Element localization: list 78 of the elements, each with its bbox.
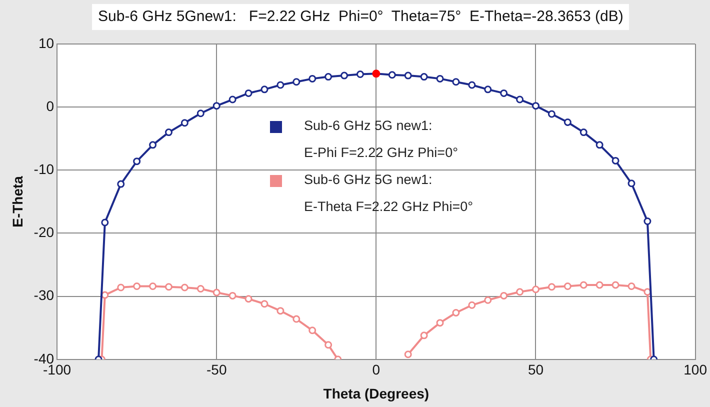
point: [452, 308, 460, 316]
point: [388, 71, 396, 79]
point: [260, 300, 268, 308]
y-tick-label: -20: [34, 224, 54, 240]
point: [324, 73, 332, 81]
point: [516, 96, 524, 104]
point: [516, 288, 524, 296]
y-tick-label: -40: [34, 350, 54, 366]
chart-title: Sub-6 GHz 5Gnew1: F=2.22 GHz Phi=0° Theta=75° E-Theta=-28.3653 (dB): [92, 4, 630, 30]
point: [196, 110, 204, 118]
point: [468, 81, 476, 89]
point: [292, 78, 300, 86]
point: [532, 286, 540, 294]
x-tick-label: -50: [206, 362, 227, 378]
point: [500, 292, 508, 300]
point: [228, 292, 236, 300]
point: [484, 86, 492, 94]
point: [212, 102, 220, 110]
point: [500, 89, 508, 97]
point: [356, 70, 364, 78]
point: [548, 110, 556, 118]
point: [340, 72, 348, 80]
x-tick-label: 100: [684, 362, 708, 378]
point: [276, 81, 284, 89]
point: [164, 128, 172, 136]
point: [101, 218, 109, 226]
point: [436, 319, 444, 327]
point: [149, 141, 157, 149]
point: [117, 180, 125, 188]
point: [612, 156, 620, 164]
point: [532, 102, 540, 110]
point: [596, 281, 604, 289]
point: [420, 332, 428, 340]
point: [436, 74, 444, 82]
point: [308, 74, 316, 82]
y-tick-label: 10: [38, 34, 54, 51]
x-tick-label: 0: [372, 362, 380, 378]
y-axis-title: E-Theta: [9, 176, 26, 228]
point: [644, 218, 652, 226]
point: [180, 119, 188, 127]
point: [564, 118, 572, 126]
point: [196, 285, 204, 292]
point: [548, 283, 556, 291]
point: [580, 128, 588, 136]
point: [228, 96, 236, 104]
point: [276, 307, 284, 315]
point: [244, 295, 252, 303]
point: [420, 73, 428, 81]
point: [212, 288, 220, 296]
point: [149, 282, 157, 290]
point: [452, 78, 460, 86]
point: [133, 282, 141, 290]
point: [628, 282, 636, 290]
legend-label: Sub-6 GHz 5G new1: E-Theta F=2.22 GHz Phi=0°: [304, 171, 473, 216]
point: [596, 141, 604, 149]
point: [628, 180, 636, 188]
point: [180, 284, 188, 292]
point: [484, 296, 492, 304]
point: [164, 283, 172, 291]
point: [324, 341, 332, 349]
y-tick-label: -30: [34, 287, 54, 304]
point: [133, 158, 141, 166]
x-tick-label: 50: [528, 362, 544, 378]
point: [404, 350, 412, 358]
point: [612, 281, 620, 289]
point: [404, 72, 412, 80]
point: [117, 284, 125, 292]
legend-label: Sub-6 GHz 5G new1: E-Phi F=2.22 GHz Phi=0°: [304, 117, 458, 162]
y-tick-label: -10: [34, 161, 54, 178]
point: [580, 281, 588, 289]
x-axis-title: Theta (Degrees): [323, 385, 430, 402]
point: [260, 86, 268, 94]
point: [292, 315, 300, 323]
point: [244, 89, 252, 97]
point: [564, 282, 572, 290]
point: [468, 301, 476, 309]
point: [308, 326, 316, 334]
y-tick-label: 0: [46, 98, 54, 114]
